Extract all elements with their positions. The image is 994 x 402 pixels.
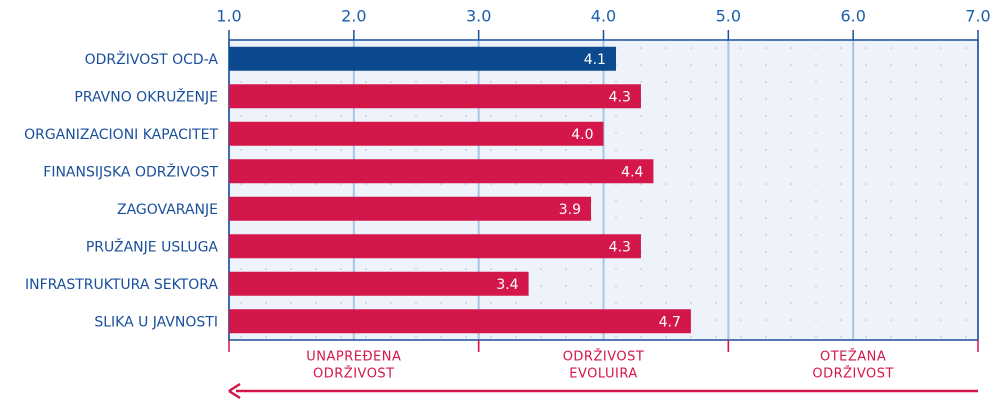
zone-label: OTEŽANA — [820, 349, 886, 365]
bar — [229, 271, 529, 296]
category-label: ORGANIZACIONI KAPACITET — [24, 127, 218, 143]
zone-label: UNAPREĐENA — [306, 350, 401, 365]
value-label: 4.4 — [621, 164, 643, 180]
category-label: PRUŽANJE USLUGA — [86, 237, 219, 255]
value-label: 4.0 — [571, 127, 593, 143]
bar — [229, 84, 641, 109]
zone-label: EVOLUIRA — [569, 367, 637, 382]
x-tick-label: 3.0 — [466, 7, 491, 26]
category-label: ZAGOVARANJE — [117, 202, 218, 218]
x-tick-label: 1.0 — [216, 7, 241, 26]
category-label: ODRŽIVOST OCD-A — [85, 50, 219, 68]
value-label: 3.9 — [559, 202, 581, 218]
value-label: 4.3 — [609, 239, 631, 255]
x-tick-label: 2.0 — [341, 7, 366, 26]
value-label: 4.7 — [659, 314, 681, 330]
bar — [229, 159, 654, 184]
bar — [229, 196, 592, 221]
zone-label: ODRŽIVOST — [313, 366, 395, 382]
value-label: 4.1 — [584, 52, 606, 68]
value-label: 4.3 — [609, 89, 631, 105]
zone-label: ODRŽIVOST — [812, 366, 894, 382]
bar — [229, 234, 641, 259]
category-label: FINANSIJSKA ODRŽIVOST — [43, 162, 218, 180]
bar — [229, 46, 616, 71]
value-label: 3.4 — [496, 277, 518, 293]
zone-label: ODRŽIVOST — [563, 349, 645, 365]
x-tick-label: 6.0 — [840, 7, 865, 26]
bar — [229, 121, 604, 146]
x-tick-label: 5.0 — [716, 7, 741, 26]
x-tick-label: 4.0 — [591, 7, 616, 26]
category-label: SLIKA U JAVNOSTI — [94, 314, 218, 330]
bar — [229, 309, 691, 334]
category-label: INFRASTRUKTURA SEKTORA — [25, 277, 218, 293]
x-tick-label: 7.0 — [965, 7, 990, 26]
arrow-head — [228, 382, 241, 400]
category-label: PRAVNO OKRUŽENJE — [74, 87, 218, 105]
